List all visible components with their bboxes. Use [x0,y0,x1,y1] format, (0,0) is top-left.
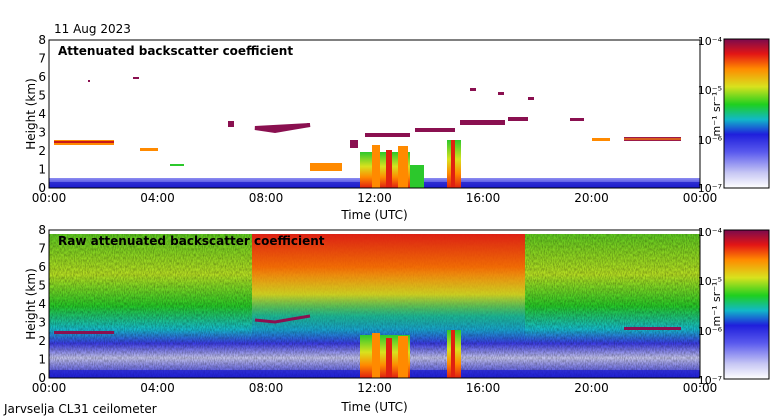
panel1-y-tick-1: 1 [38,163,46,177]
panel1-cloud-layer-2 [254,123,311,134]
panel2-y-tick-0: 0 [38,371,46,385]
panel2-x-label: Time (UTC) [340,400,407,414]
panel2-y-label: Height (km) [24,268,38,339]
panel1-cb-tick-0: 10⁻⁴ [698,35,723,48]
panel2-x-tick-5: 20:00 [574,381,609,395]
panel2-y-ticks: 0 1 2 3 4 5 6 7 8 [38,223,46,385]
panel1-y-tick-3: 3 [38,126,46,140]
panel1-x-tick-0: 00:00 [32,191,67,205]
panel1-title: Attenuated backscatter coefficient [58,44,293,58]
panel2-y-tick-7: 7 [38,242,46,256]
panel1-y-tick-2: 2 [38,144,46,158]
panel1-y-tick-4: 4 [38,107,46,121]
panel2-y-tick-2: 2 [38,334,46,348]
panel1-x-ticks: 00:00 04:00 08:00 12:00 16:00 20:00 00:0… [32,191,718,205]
panel2-cloud-layer-1 [54,331,114,334]
panel1-frame [48,39,701,189]
panel2-y-tick-3: 3 [38,316,46,330]
panel1-scattered-echoes [88,77,610,171]
panel1-y-tick-0: 0 [38,181,46,195]
panel1-x-tick-5: 20:00 [574,191,609,205]
panel1-y-tick-8: 8 [38,33,46,47]
panel1-colorbar [723,38,770,189]
panel2-daytime-signal [252,234,525,344]
panel2-y-tick-1: 1 [38,353,46,367]
panel1-x-label: Time (UTC) [340,208,407,222]
panel1-cloud-layer-1-core [54,141,114,143]
panel2-x-tick-1: 04:00 [140,381,175,395]
panel1-y-ticks: 0 1 2 3 4 5 6 7 8 [38,33,46,195]
panel1-y-label: Height (km) [24,78,38,149]
panel2-cb-tick-2: 10⁻⁶ [698,325,723,338]
panel1-cb-label: m⁻¹ sr⁻¹ [710,92,723,137]
panel2-cb-label: m⁻¹ sr⁻¹ [710,282,723,327]
panel2-y-tick-5: 5 [38,279,46,293]
panel2-cb-tick-3: 10⁻⁷ [698,374,722,387]
panel2-y-tick-6: 6 [38,260,46,274]
panel1-y-tick-5: 5 [38,89,46,103]
panel-raw-backscatter: Raw attenuated backscatter coefficient 0… [24,223,770,414]
date-label: 11 Aug 2023 [54,22,131,36]
panel1-cb-tick-1: 10⁻⁵ [698,84,722,97]
panel2-x-tick-3: 12:00 [357,381,392,395]
panel-attenuated-backscatter: Attenuated backscatter coefficient 00:00… [24,33,770,222]
panel2-cloud-layer-3 [624,327,681,330]
panel2-y-tick-8: 8 [38,223,46,237]
panel2-x-tick-4: 16:00 [466,381,501,395]
panel1-x-tick-6: 00:00 [683,191,718,205]
panel1-x-tick-4: 16:00 [466,191,501,205]
panel1-cb-tick-2: 10⁻⁶ [698,134,723,147]
panel2-x-ticks: 00:00 04:00 08:00 12:00 16:00 20:00 00:0… [32,381,718,395]
footer-label: Jarvselja CL31 ceilometer [3,402,157,416]
panel1-x-tick-3: 12:00 [357,191,392,205]
panel2-x-tick-6: 00:00 [683,381,718,395]
panel1-cloud-layer-3-edge [624,138,681,140]
panel2-x-tick-0: 00:00 [32,381,67,395]
panel2-x-tick-2: 08:00 [249,381,284,395]
panel2-y-tick-4: 4 [38,297,46,311]
panel2-cb-tick-0: 10⁻⁴ [698,226,723,239]
panel2-cloud-layer-2 [254,314,311,324]
panel2-precipitation [360,330,461,378]
panel1-y-tick-6: 6 [38,70,46,84]
panel1-x-tick-1: 04:00 [140,191,175,205]
panel1-x-tick-2: 08:00 [249,191,284,205]
panel1-precipitation [360,140,461,188]
panel2-frame [48,229,701,379]
panel2-title: Raw attenuated backscatter coefficient [58,234,325,248]
panel2-cb-tick-1: 10⁻⁵ [698,275,722,288]
panel1-cb-tick-3: 10⁻⁷ [698,182,722,195]
panel1-y-tick-7: 7 [38,52,46,66]
panel2-colorbar [723,229,770,380]
